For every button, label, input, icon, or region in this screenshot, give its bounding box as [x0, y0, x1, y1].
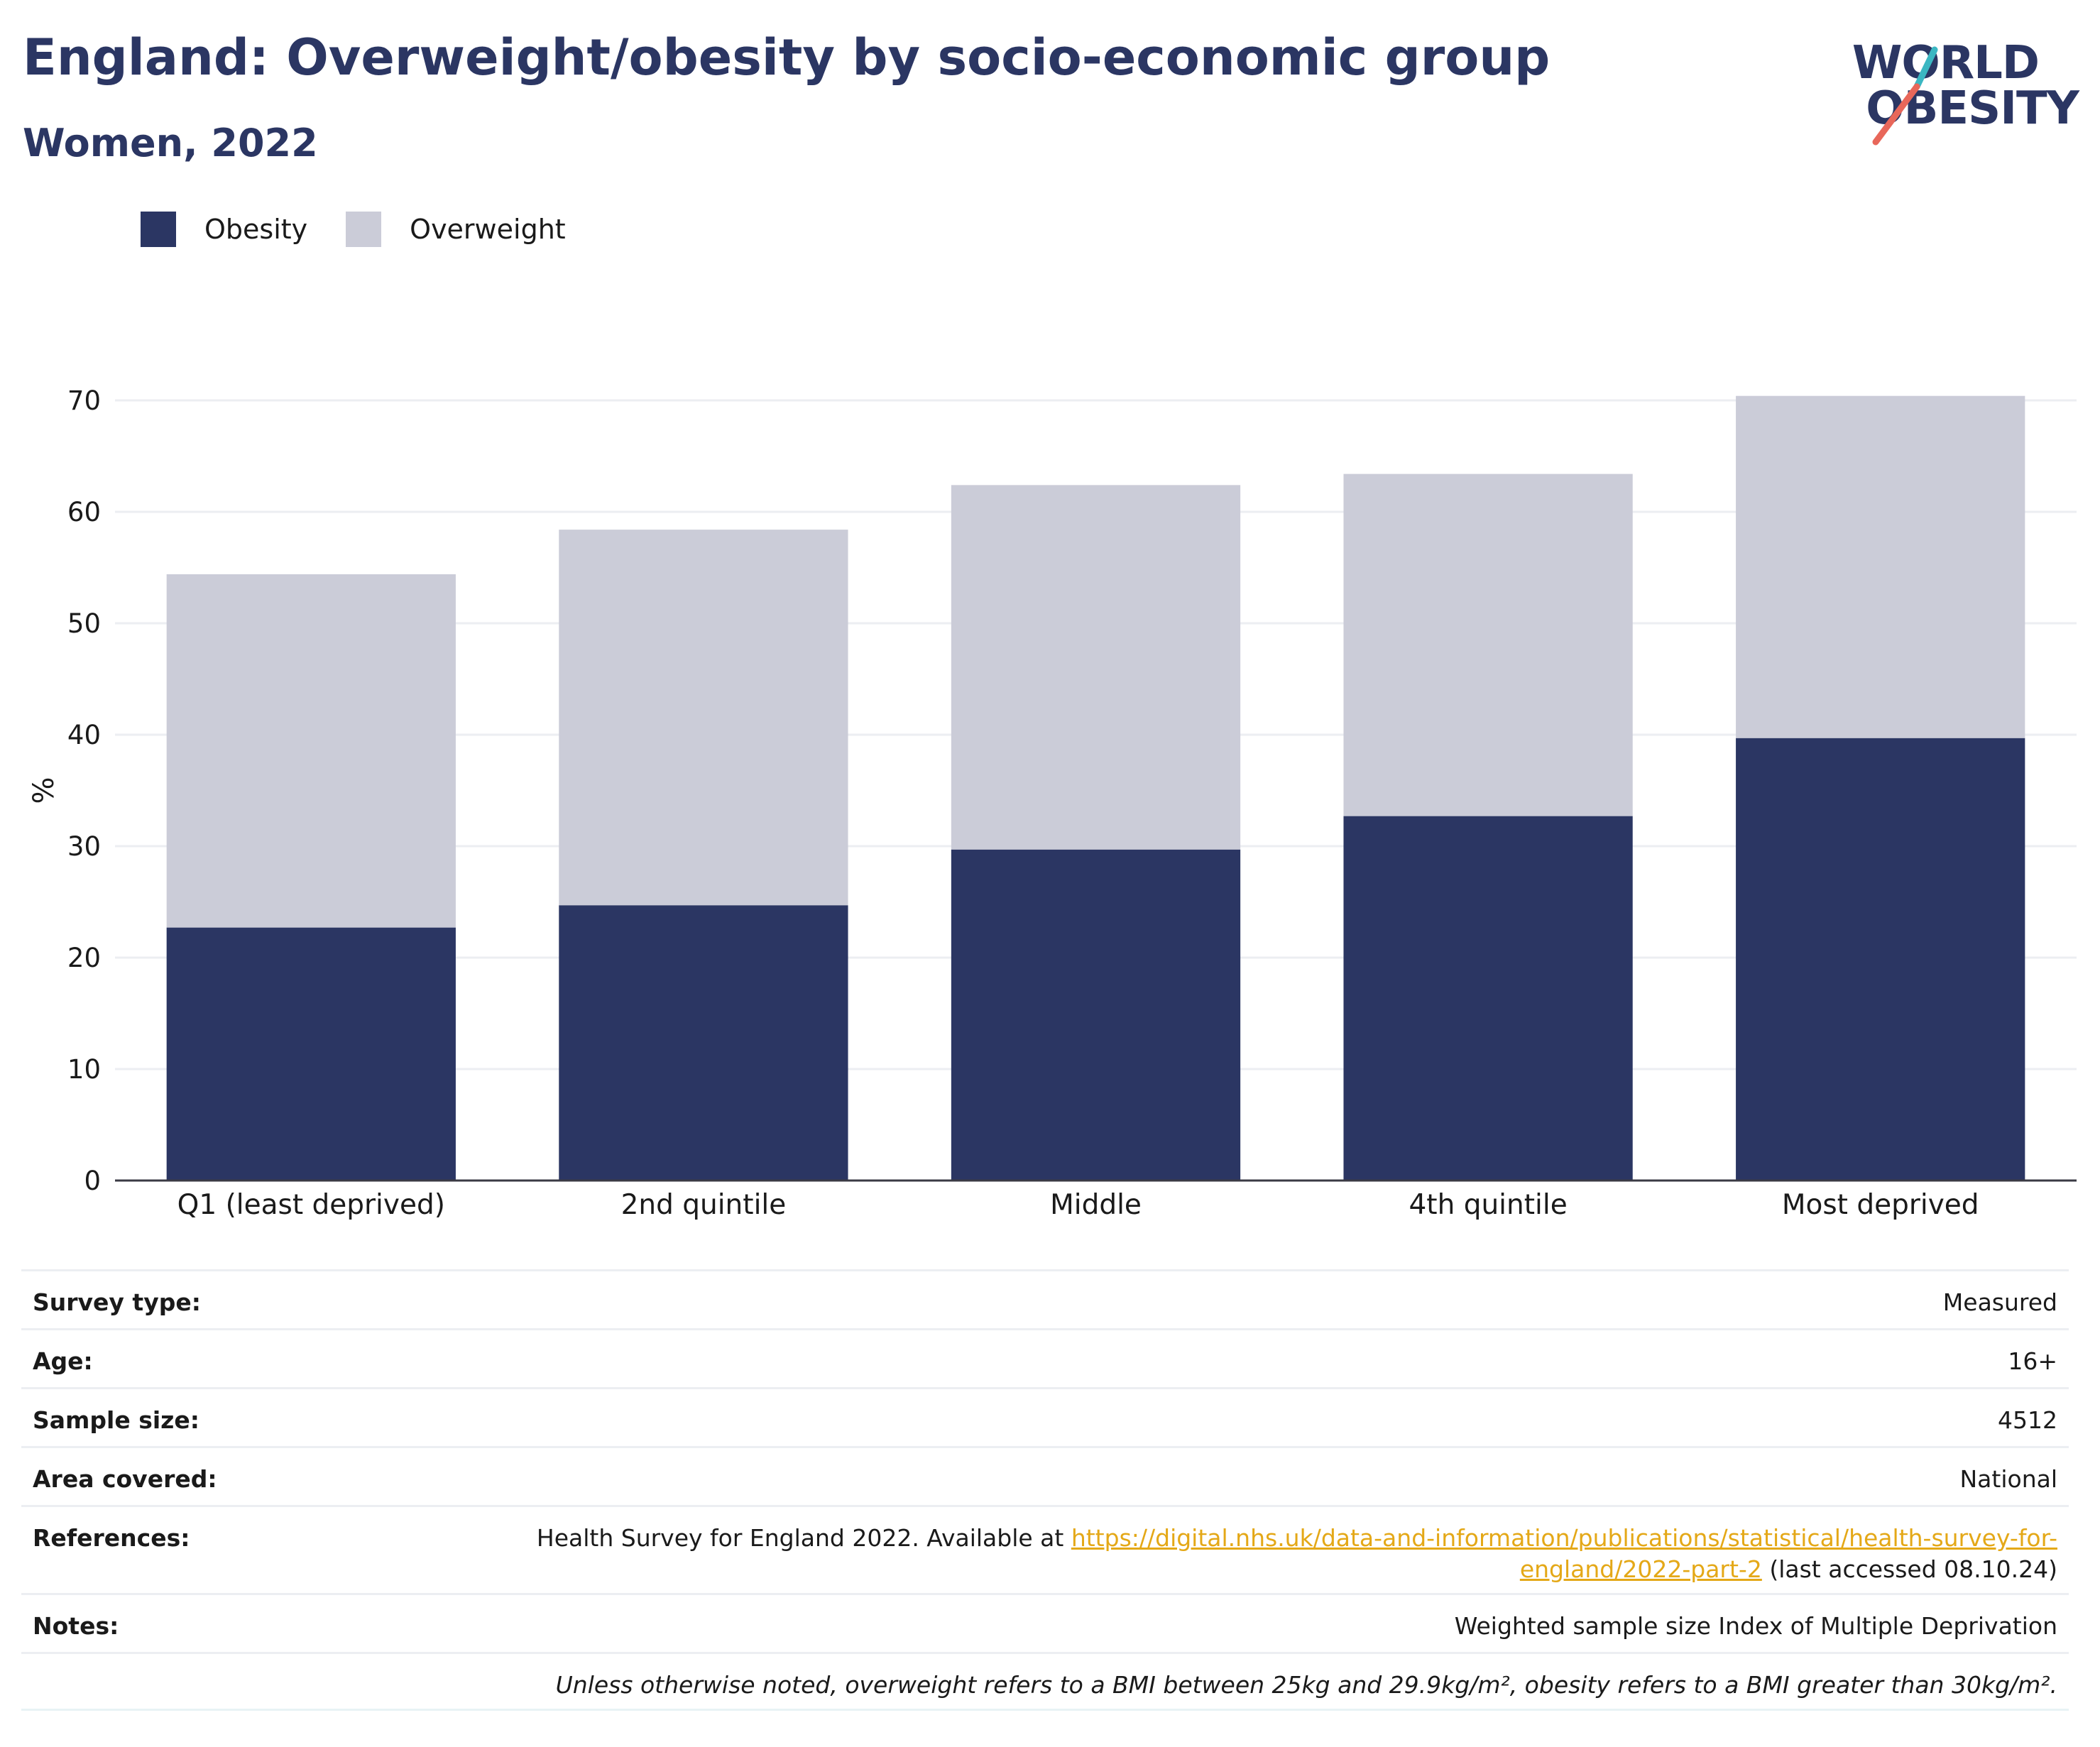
bar-overweight — [1343, 473, 1633, 816]
info-value-survey-type: Measured — [1942, 1288, 2057, 1316]
x-tick-label: Q1 (least deprived) — [177, 1189, 445, 1221]
info-label-notes: Notes: — [33, 1612, 119, 1640]
bar-obesity — [1343, 816, 1633, 1181]
bar-overweight — [166, 574, 456, 928]
reference-link-part1[interactable]: https://digital.nhs.uk/data-and-informat… — [1071, 1524, 2057, 1552]
bar-obesity — [1736, 738, 2025, 1181]
y-tick-label: 0 — [84, 1166, 101, 1196]
y-tick-label: 10 — [67, 1054, 101, 1085]
footnote-text: Unless otherwise noted, overweight refer… — [555, 1671, 2057, 1699]
logo-word-world: WORLD — [1852, 37, 2040, 89]
legend-swatch-obesity — [141, 212, 176, 247]
x-tick-label: 2nd quintile — [621, 1189, 787, 1221]
info-label-survey-type: Survey type: — [33, 1288, 201, 1316]
y-tick-label: 70 — [67, 385, 101, 416]
legend-item-obesity: Obesity — [141, 212, 307, 247]
y-tick-label: 50 — [67, 608, 101, 639]
reference-prefix: Health Survey for England 2022. Availabl… — [536, 1524, 1071, 1552]
stacked-bar-chart: 0 10 20 30 40 50 60 70% Q1 (least deprived) 2nd q… — [28, 385, 2077, 1221]
legend-label-obesity: Obesity — [204, 214, 308, 245]
y-tick-label: 40 — [67, 720, 101, 750]
legend-item-overweight: Overweight — [346, 212, 566, 247]
info-value-sample-size: 4512 — [1998, 1406, 2057, 1434]
y-tick-label: 60 — [67, 497, 101, 527]
logo-slash-icon — [1872, 46, 1938, 146]
bar-overweight — [951, 485, 1241, 850]
bar-overweight — [1736, 395, 2025, 738]
reference-suffix: (last accessed 08.10.24) — [1761, 1555, 2057, 1583]
info-row-age: Age: 16+ — [21, 1328, 2069, 1387]
bar-obesity — [951, 849, 1241, 1181]
info-row-area-covered: Area covered: National — [21, 1446, 2069, 1505]
chart-subtitle: Women, 2022 — [23, 121, 318, 165]
x-tick-label: 4th quintile — [1409, 1189, 1567, 1221]
legend-label-overweight: Overweight — [410, 214, 566, 245]
bar-overweight — [559, 530, 848, 906]
info-value-area-covered: National — [1959, 1465, 2057, 1493]
x-tick-label: Most deprived — [1782, 1189, 1979, 1221]
chart-legend: Obesity Overweight — [141, 212, 604, 247]
info-table: Survey type: Measured Age: 16+ Sample si… — [21, 1269, 2069, 1711]
y-axis-title: % — [28, 777, 60, 804]
info-label-area-covered: Area covered: — [33, 1465, 217, 1493]
x-tick-label: Middle — [1050, 1189, 1142, 1221]
info-row-sample-size: Sample size: 4512 — [21, 1387, 2069, 1446]
world-obesity-logo: WORLD OBESITY — [1846, 21, 2087, 149]
info-row-references: References: Health Survey for England 20… — [21, 1505, 2069, 1593]
bar-obesity — [166, 927, 456, 1181]
info-value-notes: Weighted sample size Index of Multiple D… — [1454, 1612, 2057, 1640]
chart-title: England: Overweight/obesity by socio-eco… — [23, 28, 1551, 87]
bar-obesity — [559, 905, 848, 1181]
legend-swatch-overweight — [346, 212, 382, 247]
info-label-age: Age: — [33, 1347, 93, 1375]
info-row-footnote: Unless otherwise noted, overweight refer… — [21, 1652, 2069, 1711]
y-tick-label: 30 — [67, 831, 101, 862]
info-value-references: Health Survey for England 2022. Availabl… — [537, 1507, 2057, 1585]
info-label-sample-size: Sample size: — [33, 1406, 199, 1434]
info-label-references: References: — [33, 1524, 190, 1552]
y-tick-label: 20 — [67, 943, 101, 973]
info-row-survey-type: Survey type: Measured — [21, 1269, 2069, 1328]
reference-link-part2[interactable]: england/2022-part-2 — [1519, 1555, 1762, 1583]
info-row-notes: Notes: Weighted sample size Index of Mul… — [21, 1593, 2069, 1652]
info-value-age: 16+ — [2008, 1347, 2057, 1375]
